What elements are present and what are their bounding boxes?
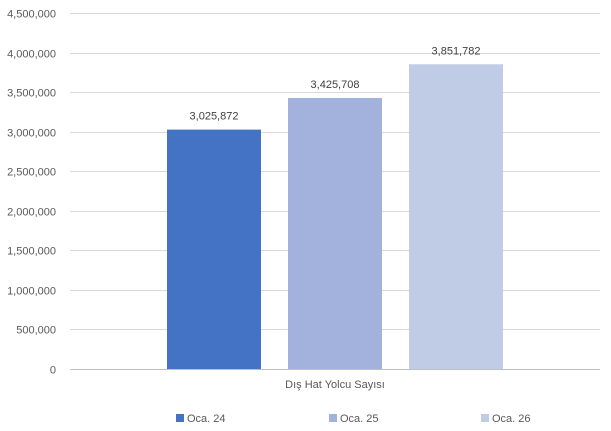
legend-label: Oca. 25 — [340, 413, 379, 425]
y-tick-label: 0 — [50, 365, 56, 377]
y-tick-label: 1,000,000 — [7, 286, 56, 298]
y-axis-tick-labels: 0 500,000 1,000,000 1,500,000 2,000,000 2,500… — [7, 9, 56, 377]
bar-oca-24 — [167, 129, 261, 369]
data-labels: 3,025,872 3,425,708 3,851,782 — [190, 45, 481, 122]
x-category-label: Dış Hat Yolcu Sayısı — [285, 379, 385, 391]
bar-oca-25 — [288, 97, 382, 369]
data-label: 3,425,708 — [311, 79, 360, 91]
y-tick-label: 2,000,000 — [7, 207, 56, 219]
bars — [167, 64, 503, 369]
legend-label: Oca. 24 — [187, 413, 226, 425]
y-tick-label: 500,000 — [16, 325, 56, 337]
data-label: 3,025,872 — [190, 111, 239, 123]
y-tick-label: 1,500,000 — [7, 246, 56, 258]
legend: Oca. 24 Oca. 25 Oca. 26 — [176, 413, 531, 425]
y-tick-label: 3,000,000 — [7, 128, 56, 140]
legend-label: Oca. 26 — [492, 413, 531, 425]
y-tick-label: 4,500,000 — [7, 9, 56, 21]
data-label: 3,851,782 — [432, 45, 481, 57]
y-tick-label: 4,000,000 — [7, 49, 56, 61]
legend-swatch — [329, 414, 337, 422]
x-axis-category-labels: Dış Hat Yolcu Sayısı — [285, 379, 385, 391]
y-tick-label: 3,500,000 — [7, 88, 56, 100]
y-tick-label: 2,500,000 — [7, 167, 56, 179]
legend-swatch — [481, 414, 489, 422]
legend-swatch — [176, 414, 184, 422]
bar-oca-26 — [409, 64, 503, 369]
